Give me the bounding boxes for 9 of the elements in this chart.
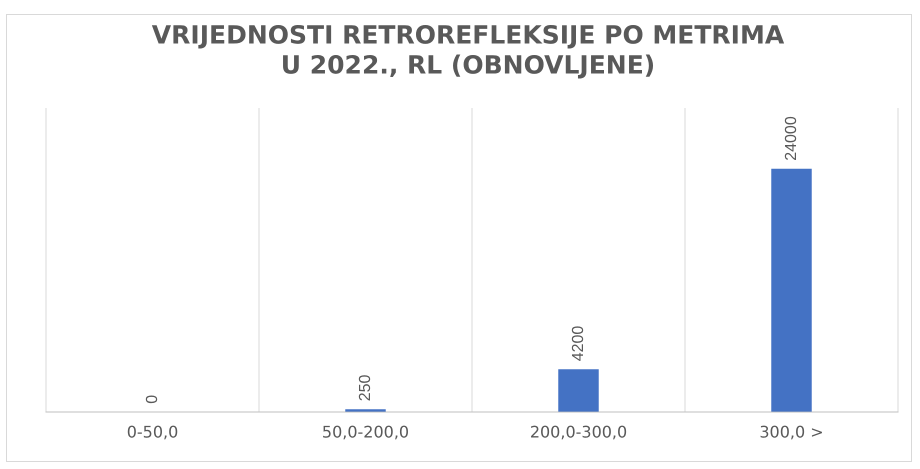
- x-tick-label: 300,0 >: [759, 422, 824, 442]
- x-tick-label: 200,0-300,0: [530, 422, 628, 442]
- x-tick-label: 0-50,0: [126, 422, 178, 442]
- chart-title: VRIJEDNOSTI RETROREFLEKSIJE PO METRIMA U 2022., RL (OBNOVLJENE): [152, 20, 785, 80]
- data-label: 4200: [570, 326, 587, 362]
- data-label: 24000: [782, 116, 800, 161]
- data-label: 250: [356, 374, 374, 402]
- x-tick-label: 50,0-200,0: [322, 422, 410, 442]
- data-label: 0: [144, 394, 161, 404]
